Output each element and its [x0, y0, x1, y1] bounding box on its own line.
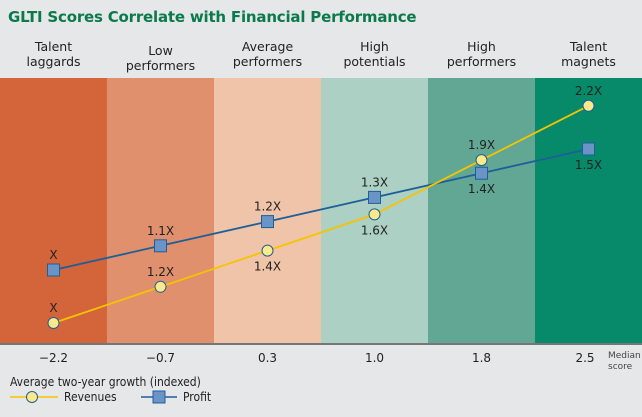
- category-label: performers: [126, 58, 195, 73]
- revenue-point: [261, 244, 274, 257]
- data-label: 1.2X: [254, 200, 281, 214]
- revenue-point: [368, 208, 381, 221]
- category-band: [535, 78, 642, 343]
- revenue-point: [475, 154, 488, 167]
- revenue-point: [154, 280, 167, 293]
- category-band: [214, 78, 322, 343]
- profit-point: [582, 142, 595, 156]
- data-label: 1.9X: [468, 138, 495, 152]
- legend-item-profit: Profit: [141, 390, 211, 404]
- category-label: Average: [242, 39, 294, 54]
- data-label: X: [49, 301, 57, 315]
- category-label: magnets: [561, 54, 616, 69]
- profit-point: [261, 215, 274, 229]
- tick-label: 1.0: [365, 351, 384, 365]
- axis-label: Median: [608, 351, 641, 361]
- square-marker-icon: [141, 390, 177, 404]
- category-label: potentials: [343, 54, 405, 69]
- tick-label: 2.5: [575, 351, 594, 365]
- category-label: performers: [233, 54, 302, 69]
- category-label: performers: [447, 54, 516, 69]
- data-label: 1.2X: [147, 265, 174, 279]
- category-band: [107, 78, 215, 343]
- tick-label: −2.2: [39, 351, 68, 365]
- category-label: High: [467, 39, 496, 54]
- data-label: X: [49, 248, 57, 262]
- axis-label: score: [608, 362, 633, 372]
- chart-title: GLTI Scores Correlate with Financial Per…: [8, 8, 417, 26]
- tick-label: 0.3: [258, 351, 277, 365]
- data-label: 1.3X: [361, 175, 388, 189]
- data-label: 1.1X: [147, 224, 174, 238]
- data-label: 1.6X: [361, 223, 388, 237]
- category-label: Talent: [34, 39, 72, 54]
- data-label: 2.2X: [575, 84, 602, 98]
- data-label: 1.5X: [575, 158, 602, 172]
- series-line-revenues: [53, 104, 589, 324]
- profit-point: [475, 166, 488, 180]
- category-label: High: [360, 39, 389, 54]
- revenue-point: [47, 317, 60, 329]
- tick-label: −0.7: [146, 351, 175, 365]
- legend-title: Average two-year growth (indexed): [10, 375, 201, 389]
- category-band: [428, 78, 536, 343]
- category-label: laggards: [26, 54, 80, 69]
- legend-item-revenues: Revenues: [10, 390, 117, 404]
- legend-label: Profit: [183, 390, 212, 404]
- legend-label: Revenues: [64, 390, 117, 404]
- profit-point: [47, 263, 60, 277]
- tick-label: 1.8: [472, 351, 491, 365]
- revenue-point: [582, 99, 595, 112]
- category-band: [0, 78, 108, 343]
- profit-point: [154, 239, 167, 253]
- circle-marker-icon: [10, 391, 58, 403]
- profit-point: [368, 190, 381, 204]
- category-label: Talent: [569, 39, 607, 54]
- data-label: 1.4X: [468, 182, 495, 196]
- data-label: 1.4X: [254, 260, 281, 274]
- series-line-profit: [53, 148, 589, 271]
- category-label: Low: [148, 43, 173, 58]
